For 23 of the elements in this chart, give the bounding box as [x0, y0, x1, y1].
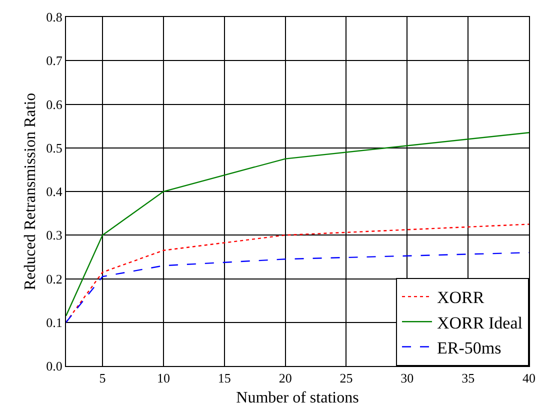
- line-series: [66, 132, 529, 316]
- y-tick-label: 0.5: [46, 140, 62, 156]
- y-tick-label: 0.2: [46, 271, 62, 286]
- x-tick-label: 5: [99, 370, 106, 386]
- x-tick-label: 10: [156, 370, 170, 386]
- y-axis-title: Reduced Retransmission Ratio: [22, 92, 40, 290]
- legend-label: XORR: [437, 288, 485, 308]
- y-tick-label: 0.0: [46, 358, 62, 374]
- legend-label: ER-50ms: [437, 338, 502, 358]
- x-tick-label: 35: [462, 370, 475, 386]
- legend-label: XORR Ideal: [437, 313, 523, 332]
- y-tick-label: 0.1: [46, 314, 62, 330]
- y-tick-label: 0.6: [46, 96, 63, 112]
- y-tick-label: 0.7: [46, 53, 63, 68]
- x-tick-label: 40: [522, 370, 536, 386]
- y-tick-label: 0.8: [46, 10, 62, 25]
- x-tick-label: 25: [340, 370, 353, 386]
- x-tick-label: 30: [400, 370, 414, 386]
- y-tick-label: 0.3: [46, 228, 62, 243]
- x-tick-label: 15: [218, 370, 231, 386]
- x-tick-label: 20: [278, 370, 292, 386]
- x-axis-title: Number of stations: [236, 389, 359, 406]
- y-tick-label: 0.4: [46, 184, 63, 200]
